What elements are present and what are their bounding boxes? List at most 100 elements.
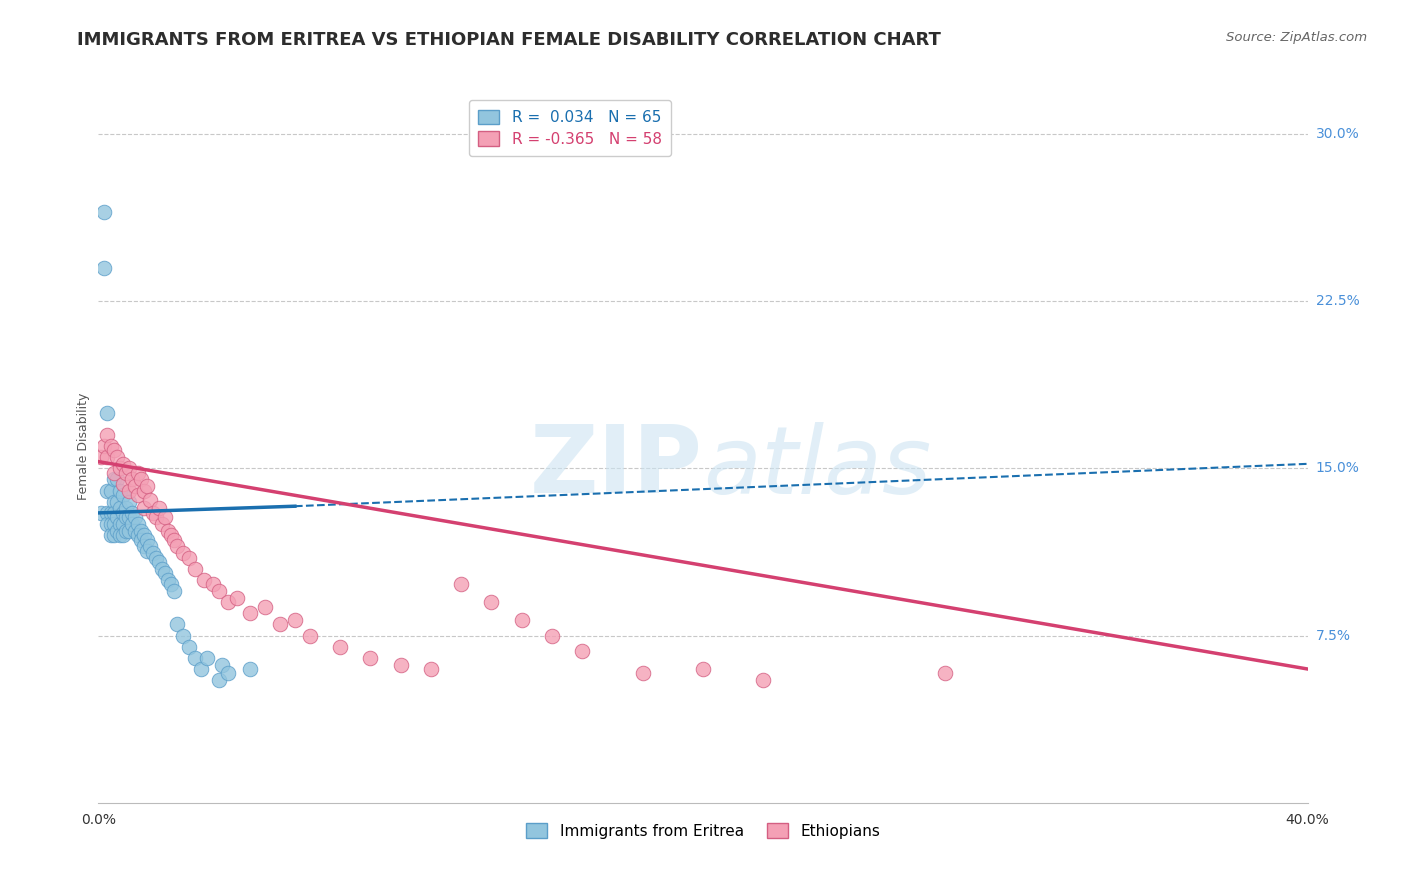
Point <box>111 488 134 502</box>
Text: atlas: atlas <box>703 422 931 513</box>
Text: 30.0%: 30.0% <box>1316 127 1360 141</box>
Point <box>156 524 179 538</box>
Point <box>450 577 472 591</box>
Point <box>631 666 654 681</box>
Point <box>481 595 503 609</box>
Point <box>127 466 149 480</box>
Point <box>114 510 136 524</box>
Point <box>108 501 131 516</box>
Text: 7.5%: 7.5% <box>1316 629 1351 642</box>
Point <box>111 528 134 542</box>
Point <box>100 528 122 542</box>
Point <box>166 617 188 632</box>
Point <box>103 516 125 531</box>
Point <box>226 591 249 605</box>
Point <box>108 516 131 531</box>
Y-axis label: Female Disability: Female Disability <box>77 392 90 500</box>
Point <box>105 510 128 524</box>
Point <box>211 657 233 672</box>
Point <box>90 506 112 520</box>
Point <box>114 501 136 516</box>
Point <box>692 662 714 676</box>
Point <box>124 510 146 524</box>
Point <box>124 524 146 538</box>
Point <box>103 466 125 480</box>
Point <box>96 516 118 531</box>
Point <box>121 516 143 531</box>
Point <box>145 510 167 524</box>
Point <box>195 651 218 665</box>
Point <box>132 539 155 553</box>
Point <box>129 533 152 547</box>
Text: IMMIGRANTS FROM ERITREA VS ETHIOPIAN FEMALE DISABILITY CORRELATION CHART: IMMIGRANTS FROM ERITREA VS ETHIOPIAN FEM… <box>77 31 941 49</box>
Point <box>103 443 125 458</box>
Point <box>540 628 562 642</box>
Point <box>148 501 170 516</box>
Point <box>93 260 115 275</box>
Point <box>108 483 131 498</box>
Point <box>190 662 212 676</box>
Point <box>103 506 125 520</box>
Point <box>239 607 262 621</box>
Point <box>127 516 149 531</box>
Point <box>239 662 262 676</box>
Point <box>111 476 134 491</box>
Point <box>156 573 179 587</box>
Point <box>103 528 125 542</box>
Point <box>148 555 170 569</box>
Point <box>153 510 176 524</box>
Point <box>93 204 115 219</box>
Point <box>142 506 165 520</box>
Point <box>129 473 152 487</box>
Point <box>108 461 131 475</box>
Point <box>420 662 443 676</box>
Point <box>127 488 149 502</box>
Point <box>111 506 134 520</box>
Point <box>135 479 157 493</box>
Point <box>163 533 186 547</box>
Point <box>103 494 125 508</box>
Point <box>139 492 162 507</box>
Point <box>135 543 157 558</box>
Point <box>124 479 146 493</box>
Point <box>100 483 122 498</box>
Point <box>111 457 134 471</box>
Point <box>105 524 128 538</box>
Point <box>127 528 149 542</box>
Point <box>208 673 231 687</box>
Point <box>163 583 186 598</box>
Point <box>121 473 143 487</box>
Point <box>121 506 143 520</box>
Point <box>118 494 141 508</box>
Point <box>150 516 173 531</box>
Point <box>132 501 155 516</box>
Point <box>129 524 152 538</box>
Point <box>153 566 176 581</box>
Point <box>114 466 136 480</box>
Point <box>571 644 593 658</box>
Point <box>100 516 122 531</box>
Point <box>299 628 322 642</box>
Point <box>269 617 291 632</box>
Point <box>253 599 276 614</box>
Point <box>510 613 533 627</box>
Point <box>329 640 352 654</box>
Point <box>217 666 239 681</box>
Point <box>934 666 956 681</box>
Point <box>132 483 155 498</box>
Point <box>752 673 775 687</box>
Point <box>179 640 201 654</box>
Point <box>135 533 157 547</box>
Text: ZIP: ZIP <box>530 421 703 514</box>
Point <box>389 657 412 672</box>
Point <box>166 539 188 553</box>
Point <box>118 483 141 498</box>
Point <box>172 546 194 560</box>
Point <box>208 583 231 598</box>
Point <box>179 550 201 565</box>
Point <box>96 506 118 520</box>
Point <box>105 473 128 487</box>
Text: 22.5%: 22.5% <box>1316 294 1360 308</box>
Point <box>105 450 128 464</box>
Point <box>202 577 225 591</box>
